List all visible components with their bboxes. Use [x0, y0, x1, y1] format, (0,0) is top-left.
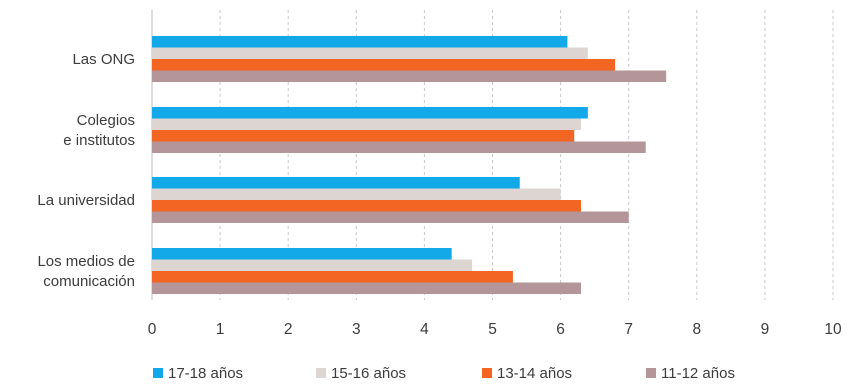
- category-label: e institutos: [63, 132, 135, 149]
- bar: [152, 282, 582, 294]
- category-label: Los medios de: [37, 253, 135, 270]
- legend-label: 15-16 años: [331, 365, 406, 382]
- bar: [152, 271, 513, 283]
- bar: [152, 70, 667, 82]
- legend-label: 13-14 años: [497, 365, 572, 382]
- bar: [152, 188, 561, 200]
- category-label: Colegios: [77, 112, 135, 129]
- category-label: La universidad: [37, 192, 135, 209]
- x-tick-label: 1: [216, 321, 225, 338]
- bar: [152, 141, 646, 153]
- bar: [152, 107, 588, 119]
- bar: [152, 47, 588, 59]
- legend-swatch: [482, 368, 492, 378]
- category-labels: Las ONG Colegios e institutos La universida…: [37, 51, 135, 290]
- x-tick-label: 7: [624, 321, 633, 338]
- legend-label: 17-18 años: [168, 365, 243, 382]
- legend-swatch: [316, 368, 326, 378]
- x-tick-label: 10: [824, 321, 842, 338]
- bar: [152, 259, 473, 271]
- bar: [152, 211, 629, 223]
- x-tick-label: 9: [761, 321, 770, 338]
- category-label: comunicación: [43, 273, 135, 290]
- x-tick-label: 6: [556, 321, 565, 338]
- bar: [152, 177, 520, 189]
- x-tick-label: 0: [148, 321, 157, 338]
- x-tick-label: 4: [420, 321, 429, 338]
- legend-swatch: [153, 368, 163, 378]
- legend-swatch: [646, 368, 656, 378]
- bar: [152, 118, 582, 130]
- legend: 17-18 años 15-16 años 13-14 años 11-12 años: [153, 365, 735, 382]
- x-tick-label: 5: [488, 321, 497, 338]
- x-tick-label: 3: [352, 321, 361, 338]
- x-axis-tick-labels: 0 1 2 3 4 5 6 7 8 9 10: [148, 321, 842, 338]
- x-tick-label: 2: [284, 321, 293, 338]
- bar: [152, 36, 568, 48]
- x-tick-label: 8: [692, 321, 701, 338]
- bars: [152, 36, 667, 294]
- category-label: Las ONG: [72, 51, 135, 68]
- bar: [152, 59, 616, 71]
- bar: [152, 130, 575, 142]
- bar: [152, 200, 582, 212]
- bar: [152, 248, 452, 260]
- legend-label: 11-12 años: [661, 365, 735, 382]
